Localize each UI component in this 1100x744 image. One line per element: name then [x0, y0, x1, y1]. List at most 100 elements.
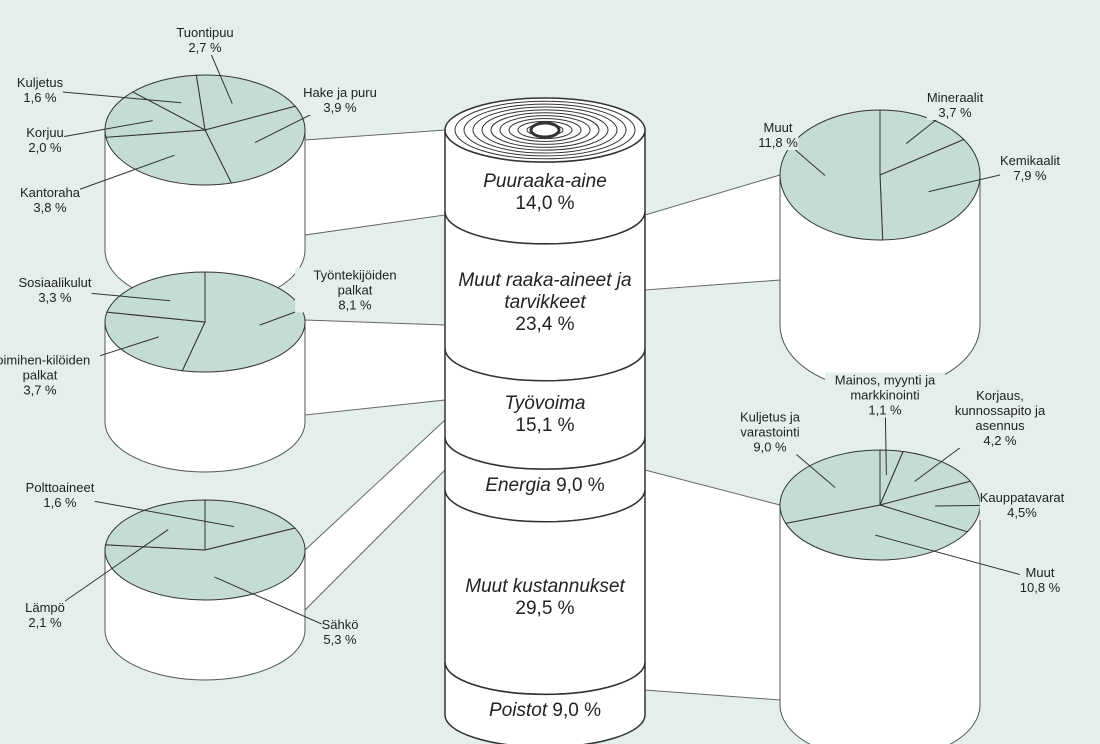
pie — [779, 450, 981, 744]
tree-ring — [517, 120, 573, 140]
segment-value: 23,4 % — [515, 313, 575, 335]
connector — [304, 129, 446, 236]
slice-value: 5,3 % — [323, 632, 357, 647]
slice-label: Korjaus, kunnossapito ja asennus 4,2 % — [950, 388, 1050, 448]
slice-name: Polttoaineet — [25, 480, 95, 495]
tree-ring — [463, 103, 627, 157]
segment-name: Poistot — [489, 700, 548, 722]
slice-label: Kauppatavarat 4,5% — [979, 490, 1065, 520]
pie-slice — [107, 272, 205, 322]
slice-label: Lämpö 2,1 % — [25, 600, 65, 630]
connectors — [304, 129, 781, 701]
tree-core — [529, 121, 561, 139]
pie-top — [105, 272, 305, 372]
pie-side — [779, 504, 981, 744]
pie — [104, 272, 306, 473]
slice-value: 3,7 % — [938, 105, 972, 120]
slice-value: 3,8 % — [33, 200, 67, 215]
slice-name: Lämpö — [25, 600, 65, 615]
segment-value: 9,0 % — [556, 474, 605, 496]
slice-value: 1,1 % — [868, 402, 902, 418]
leader-line — [39, 89, 182, 104]
slice-value: 4,5% — [1007, 505, 1037, 520]
pie-slice — [182, 272, 305, 372]
leader-line — [44, 529, 169, 616]
slice-label: Kuljetus 1,6 % — [16, 75, 64, 105]
pie-top — [105, 75, 305, 185]
slice-label: Tuontipuu 2,7 % — [176, 25, 234, 55]
tree-ring — [490, 112, 600, 148]
slice-value: 10,8 % — [1019, 580, 1061, 595]
tree-ring — [508, 117, 582, 143]
cylinder-segment — [444, 662, 646, 744]
segment-value: 15,1 % — [515, 415, 575, 437]
slice-label: Muut 10,8 % — [1019, 565, 1061, 595]
pie-slice — [133, 75, 205, 130]
connector — [304, 319, 446, 416]
slice-value: 7,9 % — [1013, 168, 1047, 183]
slice-label: Korjuu 2,0 % — [26, 125, 64, 155]
slice-name: Tuontipuu — [176, 25, 234, 40]
pie-slice — [780, 110, 883, 240]
slice-label: Polttoaineet 1,6 % — [25, 480, 95, 510]
slice-name: Toimihen-kilöiden palkat — [0, 352, 91, 383]
slice-value: 9,0 % — [753, 439, 787, 455]
segment-value: 14,0 % — [515, 193, 575, 215]
pie — [779, 110, 981, 391]
slice-value: 3,9 % — [323, 100, 357, 115]
slice-value: 3,7 % — [23, 382, 57, 398]
pie — [104, 500, 306, 681]
slice-value: 3,3 % — [38, 290, 72, 305]
slice-name: Sosiaalikulut — [18, 275, 92, 290]
pie-top — [780, 450, 980, 560]
slice-name: Työntekijöiden palkat — [313, 267, 397, 298]
slice-name: Korjuu — [26, 125, 64, 140]
pie — [104, 75, 306, 306]
connector — [644, 469, 781, 701]
segment-value: 9,0 % — [552, 700, 601, 722]
slice-name: Kantoraha — [20, 185, 80, 200]
segment-name: Energia — [485, 474, 551, 496]
pie-slice — [880, 451, 970, 505]
slice-value: 2,1 % — [28, 615, 62, 630]
slice-name: Kuljetus — [16, 75, 64, 90]
connector — [644, 174, 781, 291]
slice-name: Kuljetus ja varastointi — [740, 409, 800, 440]
pie-slice — [106, 500, 205, 550]
slice-name: Muut — [763, 120, 793, 135]
slice-name: Kemikaalit — [1000, 153, 1060, 168]
slice-label: Kuljetus ja varastointi 9,0 % — [710, 409, 830, 455]
segment-name: Puuraaka-aine — [483, 171, 607, 193]
slice-label: Mineraalit 3,7 % — [926, 90, 984, 120]
tree-ring — [481, 109, 609, 151]
slice-label: Kantoraha 3,8 % — [20, 185, 80, 215]
slice-label: Mainos, myynti ja markkinointi 1,1 % — [825, 372, 945, 418]
slice-label: Kemikaalit 7,9 % — [1000, 153, 1060, 183]
segment-value: 29,5 % — [515, 598, 575, 620]
connector — [304, 418, 446, 612]
pie-slice — [786, 505, 968, 560]
slice-value: 8,1 % — [338, 297, 372, 313]
segment-name: Muut kustannukset — [465, 576, 625, 598]
pie-slice — [880, 140, 980, 240]
pie-slice — [105, 92, 205, 137]
segment-label: Muut kustannukset 29,5 % — [455, 576, 635, 620]
pie-slice — [205, 500, 295, 550]
slice-name: Muut — [1025, 565, 1055, 580]
slice-name: Mineraalit — [926, 90, 984, 105]
tree-ring — [454, 100, 636, 160]
leader-line — [214, 576, 341, 633]
slice-name: Hake ja puru — [303, 85, 377, 100]
slice-name: Sähkö — [321, 617, 359, 632]
slice-label: Muut 11,8 % — [758, 120, 798, 150]
slice-label: Sosiaalikulut 3,3 % — [18, 275, 92, 305]
slice-name: Korjaus, kunnossapito ja asennus — [954, 388, 1046, 433]
pie-top — [105, 500, 305, 600]
segment-label: Poistot 9,0 % — [455, 700, 635, 722]
slice-name: Mainos, myynti ja markkinointi — [834, 372, 936, 403]
slice-value: 1,6 % — [43, 495, 77, 510]
pie-slice — [196, 75, 295, 130]
